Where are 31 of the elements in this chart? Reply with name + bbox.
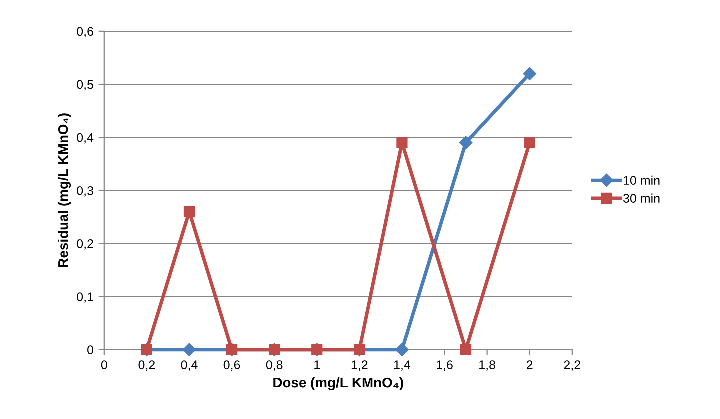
point — [460, 344, 472, 356]
y-tick-label: 0,4 — [77, 133, 94, 144]
point — [459, 136, 473, 150]
y-tick-label: 0,2 — [77, 240, 94, 250]
x-tick-label: 0,4 — [181, 360, 198, 371]
x-tick-label: 2 — [527, 360, 533, 370]
x-tick-label: 1,6 — [437, 360, 453, 371]
y-tick-label: 0,1 — [77, 292, 94, 303]
x-tick-label: 1,8 — [480, 360, 496, 371]
y-tick-label: 0,5 — [77, 80, 94, 91]
x-tick-label: 0 — [101, 360, 108, 370]
y-tick-label: 0,6 — [77, 27, 94, 38]
point — [182, 343, 196, 356]
x-tick-label: 0,8 — [266, 360, 283, 371]
x-tick-label: 0,6 — [224, 360, 240, 371]
point — [184, 206, 196, 218]
point — [523, 67, 536, 80]
x-tick-label: 1,2 — [352, 360, 368, 371]
legend-label: 10 min — [624, 176, 660, 186]
x-tick-label: 1 — [314, 360, 320, 370]
point — [396, 343, 409, 356]
x-tick-label: 2,2 — [564, 360, 580, 371]
y-tick-label: 0,3 — [77, 186, 94, 197]
point — [396, 137, 408, 148]
y-axis-title: Residual (mg/L KMnO₄) — [58, 114, 72, 268]
x-tick-label: 1,4 — [394, 360, 411, 371]
y-tick-label: 0 — [88, 346, 94, 355]
x-axis-title: Dose (mg/L KMnO₄) — [274, 377, 404, 390]
x-tick-label: 0,2 — [138, 360, 156, 371]
legend-label: 30 min — [623, 194, 660, 203]
point — [524, 137, 536, 148]
